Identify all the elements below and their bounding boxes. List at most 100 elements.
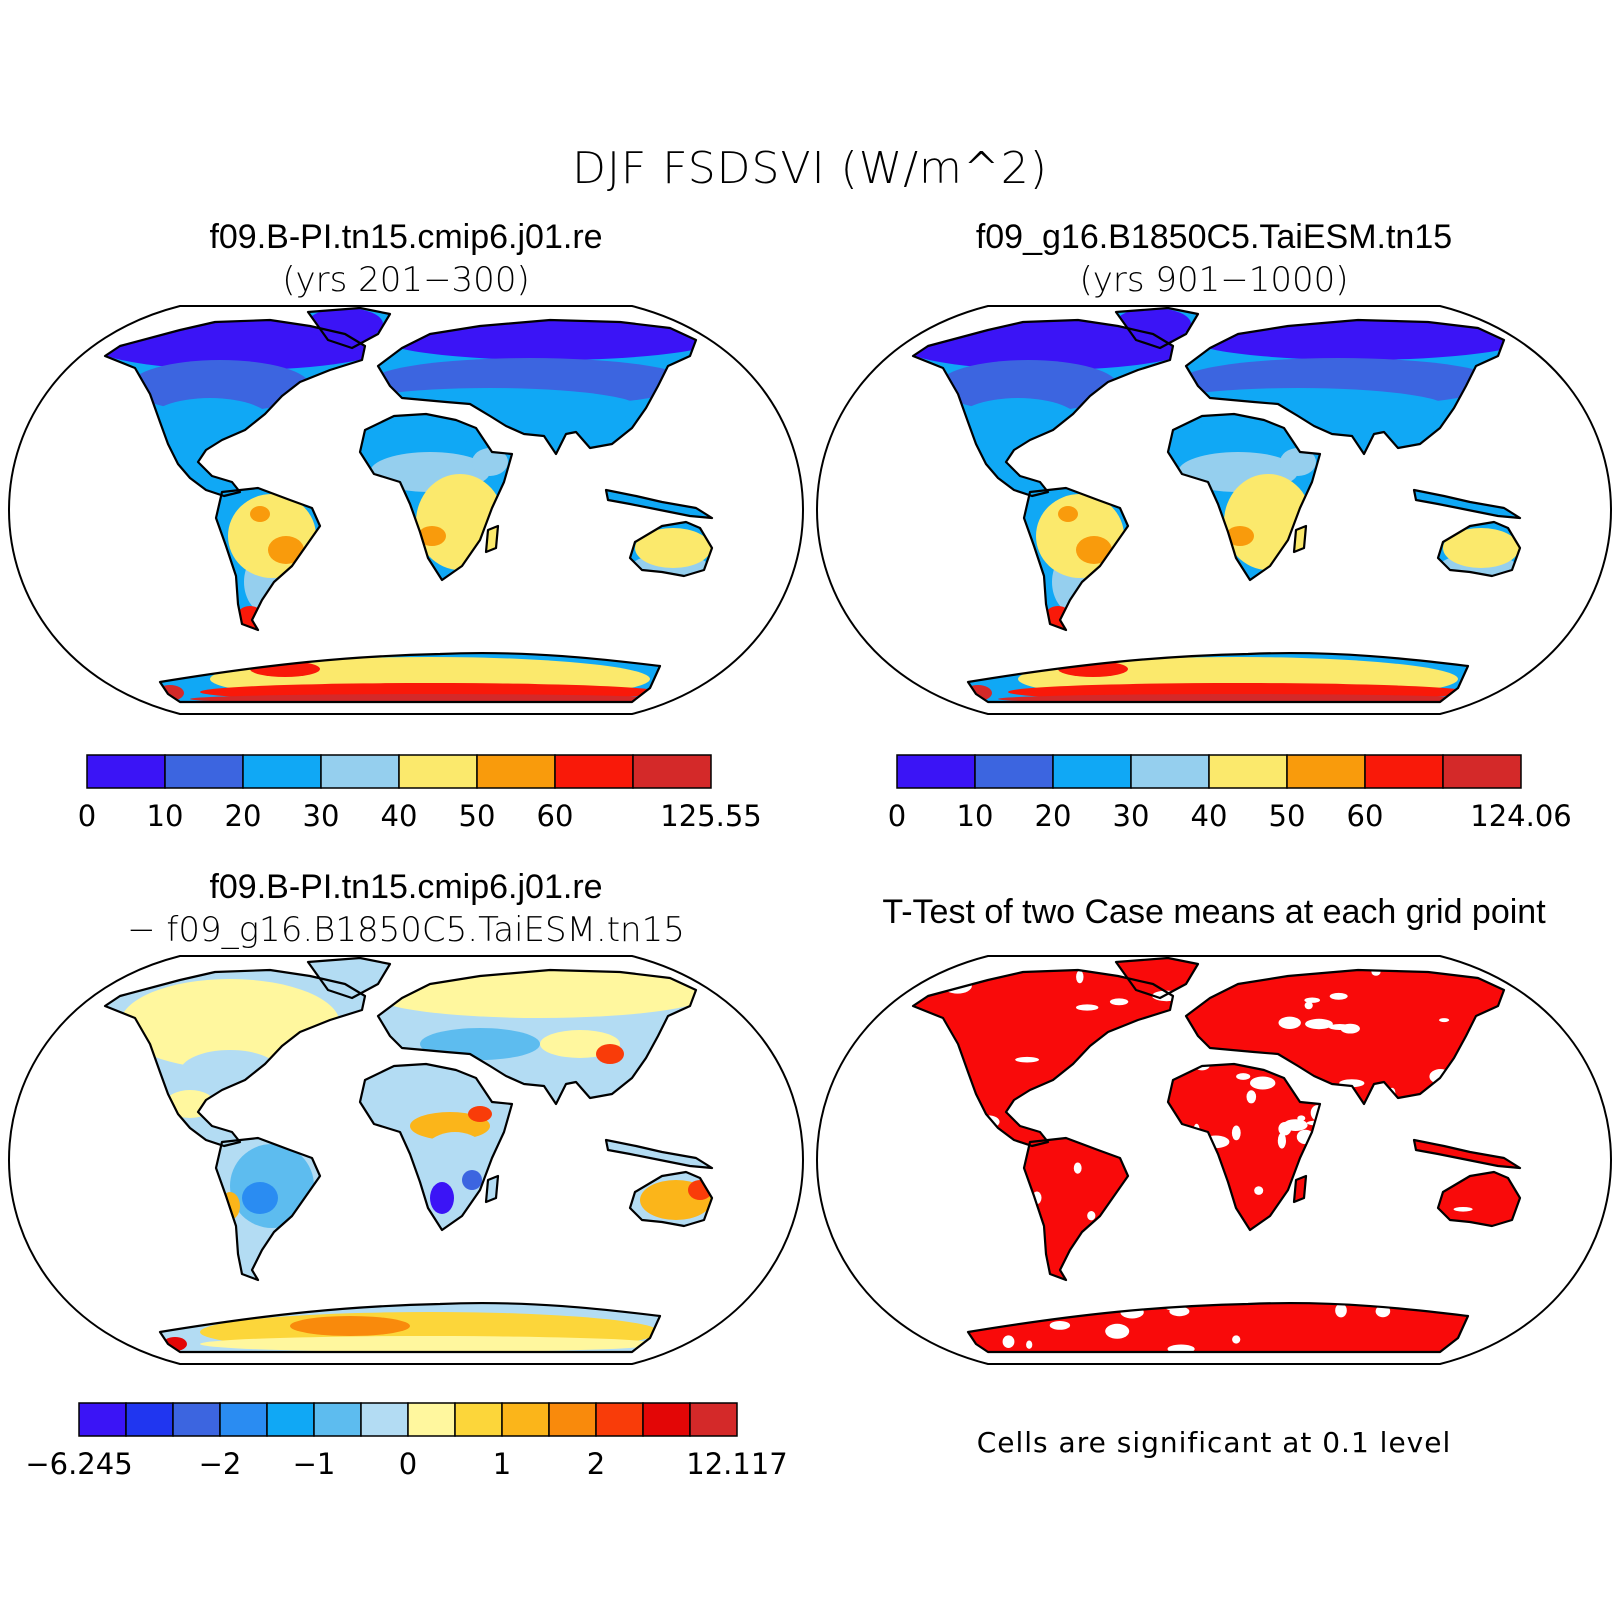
case2-title: f09_g16.B1850C5.TaiESM.tn15 xyxy=(975,218,1453,256)
case1-swatch-2 xyxy=(242,754,322,789)
diff-subtitle: − f09_g16.B1850C5.TaiESM.tn15 xyxy=(127,910,685,950)
case2-coast-namerica xyxy=(911,318,1175,498)
diff-level-16 xyxy=(430,1182,454,1214)
diff-coast-africa xyxy=(358,1062,514,1232)
diff-swatch-8 xyxy=(454,1402,503,1437)
diff-swatch-6 xyxy=(360,1402,409,1437)
case1-tick-label-7: 125.55 xyxy=(660,799,761,833)
diff-map xyxy=(8,955,804,1365)
diff-tick-label-1: −2 xyxy=(199,1447,242,1481)
case1-coast-madagascar xyxy=(484,524,500,554)
case2-swatch-6 xyxy=(1364,754,1444,789)
ttest-insignificant-9 xyxy=(1246,1090,1257,1104)
case2-map xyxy=(816,305,1612,715)
case1-level-9 xyxy=(472,448,508,476)
case1-level-14 xyxy=(635,528,711,568)
diff-tick-label-0: −6.245 xyxy=(25,1447,132,1481)
case2-level-16 xyxy=(1076,536,1112,564)
ttest-insignificant-139 xyxy=(1305,1018,1333,1030)
diff-swatch-13 xyxy=(689,1402,738,1437)
ttest-insignificant-111 xyxy=(811,1350,832,1357)
case2-tick-label-2: 20 xyxy=(1035,799,1072,833)
ttest-insignificant-126 xyxy=(1564,963,1578,971)
ttest-insignificant-63 xyxy=(1512,1333,1520,1350)
case1-tick-label-2: 20 xyxy=(225,799,262,833)
case2-tick-label-3: 30 xyxy=(1113,799,1150,833)
case1-level-18 xyxy=(250,506,270,522)
ttest-coast-indonesia xyxy=(1412,1138,1522,1170)
case2-tick-label-4: 40 xyxy=(1191,799,1228,833)
ttest-insignificant-3 xyxy=(1329,992,1348,1000)
case1-swatch-1 xyxy=(164,754,244,789)
diff-swatch-4 xyxy=(266,1402,315,1437)
diff-coast-eurasia xyxy=(376,968,698,1106)
case1-level-2 xyxy=(307,308,383,340)
figure-title: DJF FSDSVI (W/m^2) xyxy=(572,143,1048,194)
diff-tick-label-6: 12.117 xyxy=(686,1447,787,1481)
ttest-insignificant-61 xyxy=(1236,1073,1251,1080)
case1-swatch-3 xyxy=(320,754,400,789)
ttest-coast-madagascar xyxy=(1292,1174,1308,1204)
case1-title: f09.B-PI.tn15.cmip6.j01.re xyxy=(209,218,603,256)
ttest-coast-namerica xyxy=(911,968,1175,1148)
ttest-insignificant-26 xyxy=(826,1021,849,1033)
case1-tick-label-4: 40 xyxy=(381,799,418,833)
case1-swatch-4 xyxy=(398,754,478,789)
ttest-insignificant-88 xyxy=(1278,1016,1301,1029)
diff-level-22 xyxy=(200,1336,660,1352)
case2-coast-eurasia xyxy=(1184,318,1506,456)
ttest-insignificant-73 xyxy=(1105,1323,1130,1339)
diff-level-12 xyxy=(242,1182,278,1214)
diff-coast-madagascar xyxy=(484,1174,500,1204)
ttest-insignificant-49 xyxy=(1328,1024,1351,1030)
case2-level-3 xyxy=(938,360,1118,412)
ttest-insignificant-146 xyxy=(1586,1353,1598,1358)
case1-years: (yrs 201−300) xyxy=(282,260,530,300)
case2-swatch-0 xyxy=(896,754,976,789)
ttest-insignificant-12 xyxy=(1283,1119,1308,1131)
case1-level-6 xyxy=(340,388,640,428)
case2-coast-antarctica xyxy=(966,652,1470,704)
case2-swatch-1 xyxy=(974,754,1054,789)
case2-level-14 xyxy=(1443,528,1519,568)
diff-level-10 xyxy=(596,1044,624,1064)
ttest-insignificant-32 xyxy=(1439,1018,1450,1023)
ttest-insignificant-72 xyxy=(1297,1115,1306,1121)
diff-swatch-0 xyxy=(78,1402,127,1437)
diff-swatch-7 xyxy=(407,1402,456,1437)
ttest-map-border xyxy=(816,955,1612,1365)
ttest-coast-africa xyxy=(1166,1062,1322,1232)
ttest-insignificant-37 xyxy=(875,1313,883,1318)
diff-swatch-3 xyxy=(219,1402,268,1437)
case2-tick-label-7: 124.06 xyxy=(1470,799,1571,833)
diff-swatch-9 xyxy=(501,1402,550,1437)
case2-coast-samerica xyxy=(1022,486,1130,632)
case2-swatch-7 xyxy=(1442,754,1522,789)
case2-years: (yrs 901−1000) xyxy=(1079,260,1349,300)
diff-level-8 xyxy=(410,1112,490,1140)
diff-coast-samerica xyxy=(214,1136,322,1282)
case1-coast-greenland xyxy=(306,306,392,350)
diff-level-21 xyxy=(290,1316,410,1336)
ttest-insignificant-89 xyxy=(824,1059,833,1067)
case2-level-9 xyxy=(1280,448,1316,476)
diff-swatch-5 xyxy=(313,1402,362,1437)
case2-tick-label-5: 50 xyxy=(1269,799,1306,833)
case1-tick-label-6: 60 xyxy=(537,799,574,833)
case1-swatch-0 xyxy=(86,754,166,789)
case1-coast-indonesia xyxy=(604,488,714,520)
case2-coast-australia xyxy=(1436,520,1522,578)
ttest-insignificant-135 xyxy=(1076,1004,1099,1011)
diff-coast-indonesia xyxy=(604,1138,714,1170)
diff-coast-australia xyxy=(628,1170,714,1228)
case1-level-3 xyxy=(130,360,310,412)
diff-coast-namerica xyxy=(103,968,367,1148)
case2-level-17 xyxy=(1226,526,1254,546)
ttest-insignificant-23 xyxy=(1277,1132,1286,1149)
ttest-coast-samerica xyxy=(1022,1136,1130,1282)
case2-coast-africa xyxy=(1166,412,1322,582)
case2-map-border xyxy=(816,305,1612,715)
ttest-insignificant-145 xyxy=(1589,962,1597,974)
diff-swatch-10 xyxy=(548,1402,597,1437)
diff-swatch-11 xyxy=(595,1402,644,1437)
